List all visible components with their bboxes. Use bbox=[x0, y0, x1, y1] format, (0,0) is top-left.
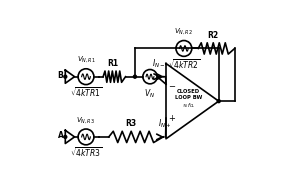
Text: B: B bbox=[58, 71, 63, 80]
Text: $\sqrt{4kTR2}$: $\sqrt{4kTR2}$ bbox=[167, 57, 200, 71]
Text: $V_{N,R3}$: $V_{N,R3}$ bbox=[76, 115, 95, 125]
Text: $V_{N,R1}$: $V_{N,R1}$ bbox=[76, 54, 95, 64]
Circle shape bbox=[134, 75, 136, 78]
Text: $V_N$: $V_N$ bbox=[145, 87, 155, 100]
Text: $\sqrt{4kTR3}$: $\sqrt{4kTR3}$ bbox=[70, 146, 102, 159]
Text: $I_{N-}$: $I_{N-}$ bbox=[152, 57, 165, 70]
Text: $-$: $-$ bbox=[168, 80, 176, 89]
Text: $I_{N+}$: $I_{N+}$ bbox=[158, 118, 171, 130]
Text: R2: R2 bbox=[208, 31, 219, 40]
Text: $+$: $+$ bbox=[168, 113, 176, 123]
Text: $V_{N,R2}$: $V_{N,R2}$ bbox=[174, 26, 194, 36]
Text: R1: R1 bbox=[107, 59, 118, 68]
Text: CLOSED
LOOP BW
$\approx f_{CL}$: CLOSED LOOP BW $\approx f_{CL}$ bbox=[175, 89, 202, 110]
Circle shape bbox=[217, 100, 220, 103]
Text: R3: R3 bbox=[126, 119, 137, 128]
Text: $\sqrt{4kTR1}$: $\sqrt{4kTR1}$ bbox=[70, 86, 102, 99]
Text: A: A bbox=[58, 131, 63, 140]
